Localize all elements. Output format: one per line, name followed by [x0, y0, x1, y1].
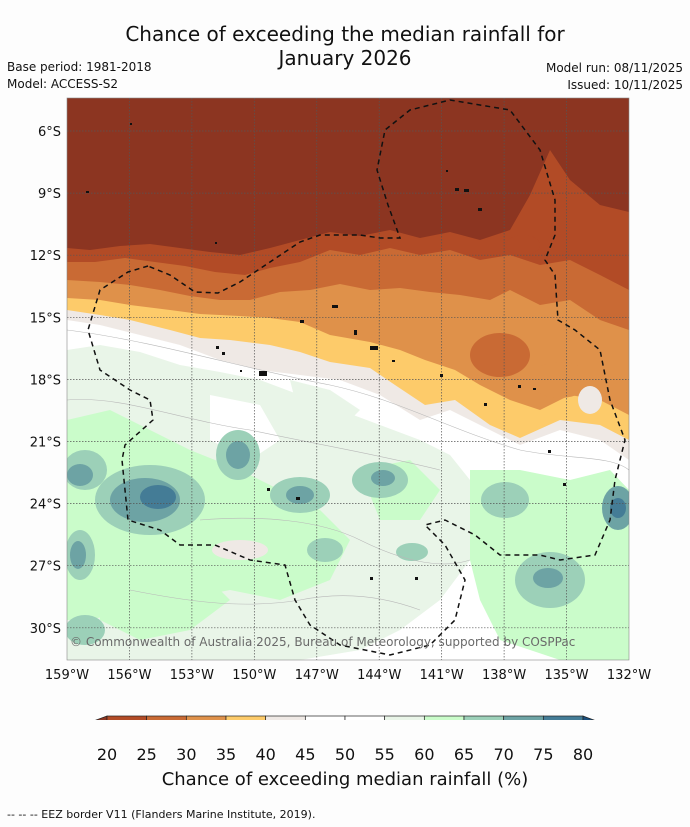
- lon-label: 144°W: [357, 668, 401, 683]
- colorbar-tick-label: 35: [215, 745, 237, 764]
- colorbar-tick-label: 60: [414, 745, 435, 764]
- colorbar-swatch: [582, 715, 595, 720]
- colorbar-tick-label: 50: [334, 745, 356, 764]
- lat-label: 21°S: [30, 436, 61, 451]
- map-frame: [66, 97, 630, 661]
- issued-date: Issued: 10/11/2025: [567, 78, 683, 92]
- model-run: Model run: 08/11/2025: [545, 61, 683, 75]
- islands: [86, 123, 566, 580]
- lat-label: 24°S: [30, 498, 61, 513]
- colorbar-tick-label: 20: [96, 745, 118, 764]
- lon-label: 132°W: [607, 668, 651, 683]
- colorbar-swatch: [463, 715, 505, 720]
- rainfall-map: © Commonwealth of Australia 2025, Bureau…: [30, 97, 651, 720]
- lat-label: 6°S: [38, 125, 61, 140]
- colorbar-swatch: [344, 715, 386, 720]
- lon-label: 141°W: [420, 668, 464, 683]
- colorbar-tick-label: 55: [374, 745, 395, 764]
- colorbar-swatch: [146, 715, 187, 720]
- colorbar-swatch: [384, 715, 425, 720]
- chart-title: Chance of exceeding the median rainfall …: [0, 22, 690, 70]
- lat-label: 30°S: [30, 622, 61, 637]
- colorbar-swatch: [423, 715, 465, 720]
- colorbar-tick-label: 65: [453, 745, 475, 764]
- lat-label: 12°S: [30, 249, 61, 264]
- colorbar-tick-label: 75: [533, 745, 554, 764]
- contour-lines: [67, 329, 629, 611]
- colorbar-tick-label: 80: [572, 745, 594, 764]
- colorbar-swatch: [542, 715, 584, 720]
- colorbar-tick-label: 30: [176, 745, 197, 764]
- colorbar-swatch: [185, 715, 227, 720]
- lat-label: 9°S: [38, 187, 61, 202]
- lat-label: 15°S: [30, 311, 61, 326]
- longitude-labels: 159°W 156°W 153°W 150°W 147°W 144°W 141°W 138°W…: [45, 668, 651, 683]
- colorbar-tick-label: 70: [493, 745, 514, 764]
- colorbar-swatch: [95, 715, 108, 720]
- colorbar-tick-label: 45: [295, 745, 316, 764]
- lon-label: 135°W: [544, 668, 588, 683]
- lat-label: 27°S: [30, 560, 61, 575]
- lon-label: 138°W: [482, 668, 526, 683]
- map-field: [67, 98, 629, 660]
- colorbar-swatch: [265, 715, 306, 720]
- meta-right: Model run: 08/11/2025 Issued: 10/11/2025: [546, 60, 683, 94]
- lon-label: 156°W: [107, 668, 151, 683]
- lon-label: 147°W: [295, 668, 339, 683]
- lon-label: 159°W: [45, 668, 89, 683]
- eez-footnote: -- -- -- EEZ border V11 (Flanders Marine…: [7, 808, 316, 821]
- title-line-1: Chance of exceeding the median rainfall …: [125, 22, 565, 46]
- gridlines: [67, 98, 629, 660]
- latitude-labels: 6°S 9°S 12°S 15°S 18°S 21°S 24°S 27°S 30°S: [30, 125, 61, 637]
- lon-label: 153°W: [170, 668, 214, 683]
- colorbar-tick-label: 25: [136, 745, 157, 764]
- copyright-text: © Commonwealth of Australia 2025, Bureau…: [70, 635, 575, 649]
- colorbar: [95, 715, 595, 720]
- base-period: Base period: 1981-2018: [7, 60, 152, 74]
- colorbar-tick-labels: 20 25 30 35 40 45 50 55 60 65 70 75 80: [0, 745, 690, 765]
- colorbar-swatch: [304, 715, 346, 720]
- title-line-2: January 2026: [278, 46, 412, 70]
- lat-label: 18°S: [30, 373, 61, 388]
- meta-left: Base period: 1981-2018 Model: ACCESS-S2: [7, 59, 152, 93]
- lon-label: 150°W: [232, 668, 276, 683]
- eez-border: [87, 99, 626, 656]
- colorbar-title: Chance of exceeding median rainfall (%): [161, 769, 529, 790]
- model-name: Model: ACCESS-S2: [7, 77, 119, 91]
- colorbar-tick-label: 40: [255, 745, 276, 764]
- colorbar-swatch: [106, 715, 148, 720]
- colorbar-swatch: [503, 715, 544, 720]
- colorbar-swatch: [225, 715, 267, 720]
